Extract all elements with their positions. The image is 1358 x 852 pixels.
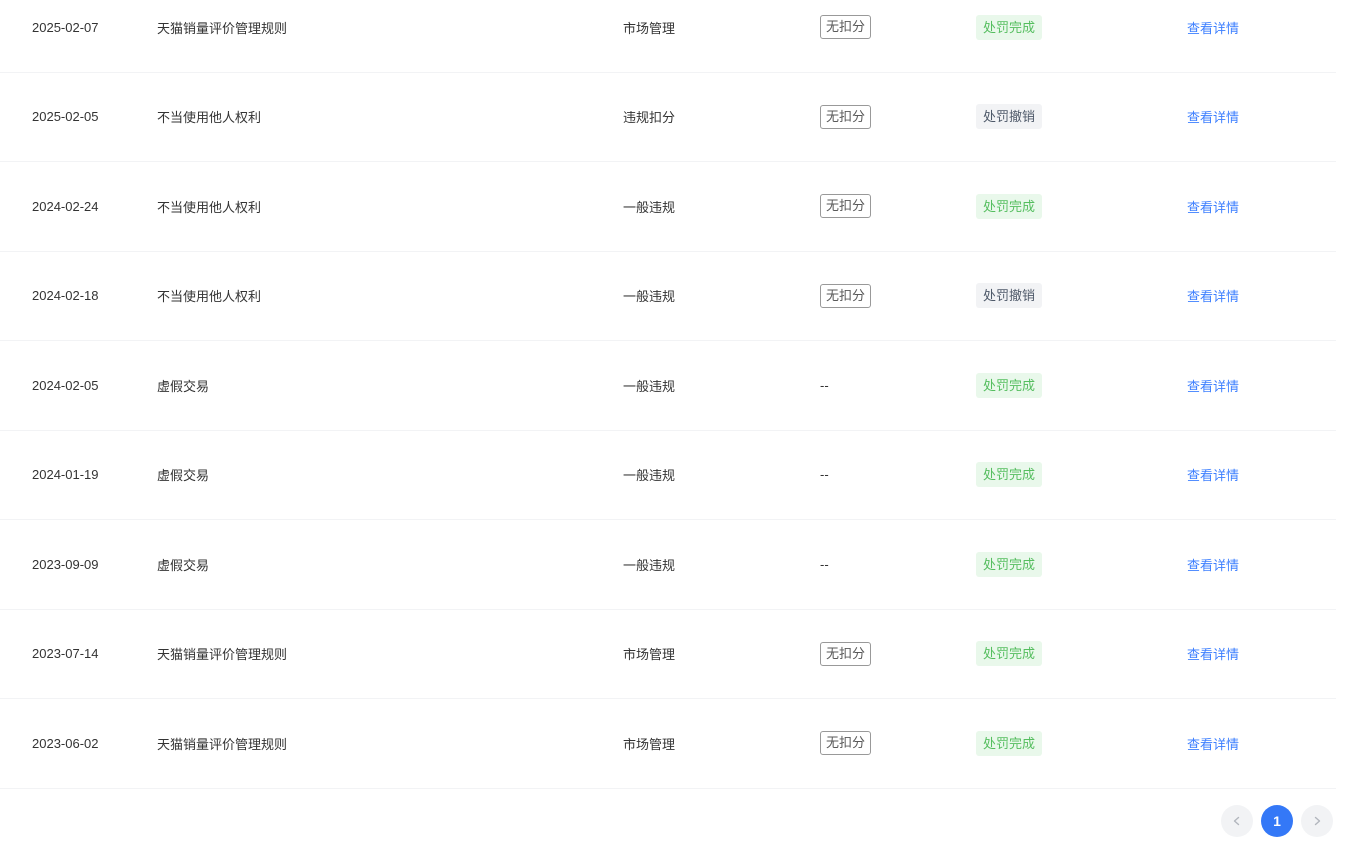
points-value: 无扣分 (820, 283, 872, 308)
rule-cell: 天猫销量评价管理规则 (157, 20, 288, 36)
rule-cell: 不当使用他人权利 (157, 110, 262, 126)
points-value: -- (820, 467, 829, 483)
points-value: 无扣分 (820, 731, 872, 756)
table-row: 2025-02-07 天猫销量评价管理规则 市场管理 无扣分 处罚完成 查看详情 (0, 0, 1336, 73)
status-badge: 处罚完成 (976, 14, 1043, 40)
table-row: 2023-07-14 天猫销量评价管理规则 市场管理 无扣分 处罚完成 查看详情 (0, 610, 1336, 699)
points-cell: 无扣分 (820, 283, 976, 308)
view-details-link[interactable]: 查看详情 (1187, 736, 1240, 752)
points-cell: -- (820, 557, 976, 572)
date-cell: 2023-09-09 (32, 556, 99, 572)
rule-cell: 天猫销量评价管理规则 (157, 647, 288, 663)
table-row: 2024-02-18 不当使用他人权利 一般违规 无扣分 处罚撤销 查看详情 (0, 252, 1336, 341)
status-cell: 处罚完成 (976, 641, 1187, 667)
type-cell: 市场管理 (623, 647, 676, 663)
table-row: 2024-02-24 不当使用他人权利 一般违规 无扣分 处罚完成 查看详情 (0, 162, 1336, 252)
type-cell: 一般违规 (623, 557, 676, 573)
table-row: 2024-01-19 虚假交易 一般违规 -- 处罚完成 查看详情 (0, 431, 1336, 520)
view-details-link[interactable]: 查看详情 (1187, 468, 1240, 484)
date-cell: 2024-02-24 (32, 198, 99, 214)
status-cell: 处罚完成 (976, 14, 1187, 40)
status-badge: 处罚完成 (976, 551, 1043, 577)
rule-cell: 虚假交易 (157, 378, 210, 394)
points-cell: -- (820, 467, 976, 482)
status-cell: 处罚完成 (976, 372, 1187, 398)
status-cell: 处罚撤销 (976, 104, 1187, 130)
view-details-link[interactable]: 查看详情 (1187, 110, 1240, 126)
rule-cell: 虚假交易 (157, 557, 210, 573)
points-value: -- (820, 377, 829, 393)
type-cell: 一般违规 (623, 468, 676, 484)
points-value: 无扣分 (820, 194, 872, 219)
status-cell: 处罚完成 (976, 551, 1187, 577)
status-cell: 处罚完成 (976, 462, 1187, 488)
points-cell: 无扣分 (820, 15, 976, 40)
view-details-link[interactable]: 查看详情 (1187, 199, 1240, 215)
table-row: 2023-06-02 天猫销量评价管理规则 市场管理 无扣分 处罚完成 查看详情 (0, 699, 1336, 789)
page-1-button[interactable]: 1 (1261, 804, 1293, 837)
pagination: 1 (0, 789, 1336, 852)
chevron-left-icon (1233, 816, 1240, 825)
status-badge: 处罚撤销 (976, 104, 1043, 130)
points-cell: 无扣分 (820, 731, 976, 756)
action-cell: 查看详情 (1187, 555, 1336, 574)
status-badge: 处罚完成 (976, 730, 1043, 756)
action-cell: 查看详情 (1187, 197, 1336, 216)
table-row: 2024-02-05 虚假交易 一般违规 -- 处罚完成 查看详情 (0, 341, 1336, 431)
action-cell: 查看详情 (1187, 734, 1336, 753)
points-cell: 无扣分 (820, 194, 976, 219)
status-badge: 处罚完成 (976, 462, 1043, 488)
status-badge: 处罚撤销 (976, 283, 1043, 309)
next-page-button[interactable] (1301, 804, 1333, 837)
action-cell: 查看详情 (1187, 107, 1336, 126)
points-value: 无扣分 (820, 15, 872, 40)
action-cell: 查看详情 (1187, 376, 1336, 395)
action-cell: 查看详情 (1187, 286, 1336, 305)
type-cell: 市场管理 (623, 20, 676, 36)
view-details-link[interactable]: 查看详情 (1187, 647, 1240, 663)
date-cell: 2024-01-19 (32, 467, 99, 483)
status-badge: 处罚完成 (976, 372, 1043, 398)
rule-cell: 天猫销量评价管理规则 (157, 736, 288, 752)
date-cell: 2024-02-05 (32, 377, 99, 393)
type-cell: 违规扣分 (623, 110, 676, 126)
action-cell: 查看详情 (1187, 465, 1336, 484)
points-value: -- (820, 556, 829, 572)
status-cell: 处罚撤销 (976, 283, 1187, 309)
prev-page-button[interactable] (1221, 804, 1253, 837)
table-row: 2023-09-09 虚假交易 一般违规 -- 处罚完成 查看详情 (0, 520, 1336, 610)
date-cell: 2023-06-02 (32, 735, 99, 751)
points-cell: 无扣分 (820, 641, 976, 666)
action-cell: 查看详情 (1187, 644, 1336, 663)
rule-cell: 虚假交易 (157, 468, 210, 484)
status-cell: 处罚完成 (976, 730, 1187, 756)
points-cell: 无扣分 (820, 104, 976, 129)
chevron-right-icon (1314, 816, 1321, 825)
action-cell: 查看详情 (1187, 18, 1336, 37)
status-cell: 处罚完成 (976, 193, 1187, 219)
view-details-link[interactable]: 查看详情 (1187, 557, 1240, 573)
date-cell: 2025-02-05 (32, 109, 99, 125)
status-badge: 处罚完成 (976, 193, 1043, 219)
view-details-link[interactable]: 查看详情 (1187, 20, 1240, 36)
view-details-link[interactable]: 查看详情 (1187, 289, 1240, 305)
rule-cell: 不当使用他人权利 (157, 289, 262, 305)
type-cell: 一般违规 (623, 289, 676, 305)
date-cell: 2024-02-18 (32, 288, 99, 304)
type-cell: 一般违规 (623, 199, 676, 215)
view-details-link[interactable]: 查看详情 (1187, 378, 1240, 394)
date-cell: 2025-02-07 (32, 19, 99, 35)
rule-cell: 不当使用他人权利 (157, 199, 262, 215)
penalty-records-table: 2025-02-07 天猫销量评价管理规则 市场管理 无扣分 处罚完成 查看详情… (0, 0, 1336, 789)
points-value: 无扣分 (820, 641, 872, 666)
date-cell: 2023-07-14 (32, 646, 99, 662)
points-value: 无扣分 (820, 104, 872, 129)
type-cell: 市场管理 (623, 736, 676, 752)
table-row: 2025-02-05 不当使用他人权利 违规扣分 无扣分 处罚撤销 查看详情 (0, 73, 1336, 162)
points-cell: -- (820, 378, 976, 393)
status-badge: 处罚完成 (976, 641, 1043, 667)
type-cell: 一般违规 (623, 378, 676, 394)
